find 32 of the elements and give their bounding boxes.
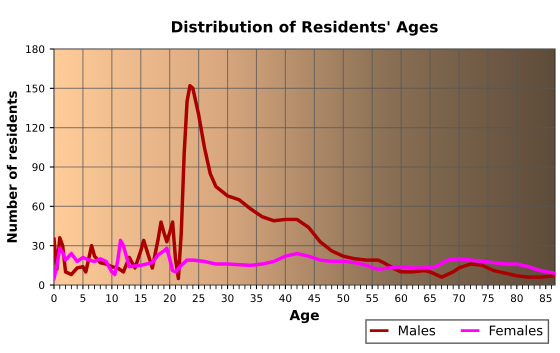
- y-tick-label: 90: [32, 163, 44, 172]
- x-tick-label: 15: [135, 294, 146, 302]
- y-tick-label: 180: [26, 45, 44, 54]
- x-tick-label: 60: [395, 294, 408, 302]
- x-tick-label: 5: [80, 294, 86, 302]
- x-tick-label: 30: [222, 294, 234, 302]
- x-tick-label: 85: [540, 294, 552, 302]
- x-tick-label: 75: [482, 294, 494, 302]
- chart-title: Distribution of Residents' Ages: [172, 20, 438, 36]
- line-series: [54, 238, 555, 280]
- x-tick-label: 55: [366, 294, 378, 302]
- legend-label: Males: [398, 325, 436, 336]
- y-tick-label: 30: [32, 242, 44, 250]
- y-tick-label: 120: [26, 124, 44, 132]
- x-tick-label: 10: [106, 294, 118, 302]
- y-tick-label: 60: [32, 202, 44, 210]
- x-tick-label: 50: [337, 294, 350, 302]
- x-tick-label: 0: [51, 294, 57, 302]
- y-tick-label: 150: [26, 84, 44, 92]
- x-tick-label: 45: [308, 294, 320, 302]
- x-axis-title: Age: [290, 310, 319, 324]
- x-tick-label: 40: [279, 294, 292, 302]
- x-tick-label: 20: [164, 294, 176, 302]
- x-tick-label: 65: [424, 294, 436, 302]
- legend-label: Females: [490, 325, 542, 336]
- x-tick-label: 25: [192, 294, 204, 302]
- x-tick-label: 70: [453, 294, 465, 302]
- x-tick-label: 35: [250, 294, 262, 302]
- y-axis-title: Number of residents: [6, 91, 17, 242]
- line-series: [54, 84, 555, 280]
- x-tick-label: 80: [510, 294, 523, 302]
- y-tick-label: 0: [39, 281, 44, 290]
